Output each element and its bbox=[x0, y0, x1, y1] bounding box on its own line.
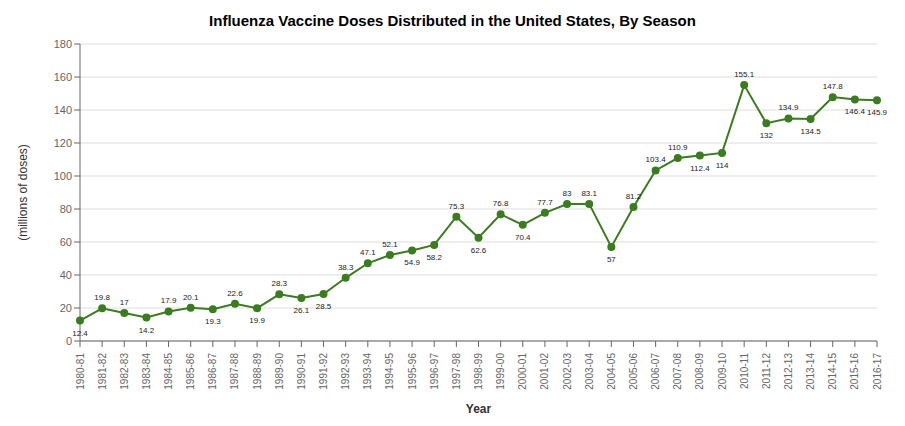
svg-text:100: 100 bbox=[54, 170, 72, 182]
svg-text:2012-13: 2012-13 bbox=[783, 353, 794, 390]
svg-text:2016-17: 2016-17 bbox=[872, 353, 883, 390]
svg-text:1988-89: 1988-89 bbox=[252, 353, 263, 390]
svg-text:52.1: 52.1 bbox=[382, 240, 398, 249]
svg-text:20.1: 20.1 bbox=[183, 293, 199, 302]
svg-text:1993-94: 1993-94 bbox=[362, 353, 373, 390]
svg-text:1996-97: 1996-97 bbox=[429, 353, 440, 390]
svg-text:2000-01: 2000-01 bbox=[517, 353, 528, 390]
svg-text:1984-85: 1984-85 bbox=[163, 353, 174, 390]
svg-text:1980-81: 1980-81 bbox=[75, 353, 86, 390]
svg-text:1985-86: 1985-86 bbox=[185, 353, 196, 390]
svg-text:47.1: 47.1 bbox=[360, 248, 376, 257]
svg-text:12.4: 12.4 bbox=[72, 329, 88, 338]
svg-text:2007-08: 2007-08 bbox=[672, 353, 683, 390]
svg-text:140: 140 bbox=[54, 104, 72, 116]
svg-text:1990-91: 1990-91 bbox=[296, 353, 307, 390]
svg-text:57: 57 bbox=[607, 255, 616, 264]
svg-text:2004-05: 2004-05 bbox=[606, 353, 617, 390]
svg-text:1982-83: 1982-83 bbox=[119, 353, 130, 390]
svg-text:(millions of doses): (millions of doses) bbox=[16, 144, 30, 241]
svg-text:14.2: 14.2 bbox=[139, 326, 155, 335]
svg-text:2002-03: 2002-03 bbox=[562, 353, 573, 390]
svg-text:160: 160 bbox=[54, 71, 72, 83]
svg-text:2015-16: 2015-16 bbox=[849, 353, 860, 390]
svg-text:83.1: 83.1 bbox=[581, 189, 597, 198]
svg-text:28.5: 28.5 bbox=[316, 302, 332, 311]
svg-text:20: 20 bbox=[60, 302, 72, 314]
svg-text:0: 0 bbox=[66, 335, 72, 347]
svg-text:2006-07: 2006-07 bbox=[650, 353, 661, 390]
svg-text:83: 83 bbox=[563, 189, 572, 198]
svg-text:114: 114 bbox=[716, 161, 729, 170]
svg-text:1981-82: 1981-82 bbox=[97, 353, 108, 390]
svg-text:132: 132 bbox=[760, 131, 774, 140]
svg-text:76.8: 76.8 bbox=[493, 199, 509, 208]
svg-text:147.8: 147.8 bbox=[823, 82, 844, 91]
svg-text:Year: Year bbox=[466, 402, 492, 416]
svg-text:2013-14: 2013-14 bbox=[805, 353, 816, 390]
svg-text:22.6: 22.6 bbox=[227, 289, 243, 298]
svg-text:19.3: 19.3 bbox=[205, 317, 221, 326]
svg-text:134.9: 134.9 bbox=[778, 103, 799, 112]
svg-text:2008-09: 2008-09 bbox=[694, 353, 705, 390]
svg-text:2003-04: 2003-04 bbox=[584, 353, 595, 390]
svg-text:1987-88: 1987-88 bbox=[229, 353, 240, 390]
svg-text:145.9: 145.9 bbox=[867, 108, 888, 117]
svg-text:28.3: 28.3 bbox=[271, 279, 287, 288]
svg-text:1999-00: 1999-00 bbox=[495, 353, 506, 390]
svg-text:134.5: 134.5 bbox=[801, 127, 822, 136]
svg-text:38.3: 38.3 bbox=[338, 263, 354, 272]
svg-text:2005-06: 2005-06 bbox=[628, 353, 639, 390]
svg-text:1991-92: 1991-92 bbox=[318, 353, 329, 390]
svg-text:2014-15: 2014-15 bbox=[827, 353, 838, 390]
svg-text:155.1: 155.1 bbox=[734, 70, 755, 79]
svg-text:2011-12: 2011-12 bbox=[761, 353, 772, 389]
svg-text:2001-02: 2001-02 bbox=[539, 353, 550, 390]
svg-text:19.9: 19.9 bbox=[249, 316, 265, 325]
svg-text:146.4: 146.4 bbox=[845, 107, 866, 116]
svg-text:17: 17 bbox=[120, 298, 129, 307]
svg-text:1992-93: 1992-93 bbox=[340, 353, 351, 390]
svg-text:58.2: 58.2 bbox=[426, 253, 442, 262]
svg-text:103.4: 103.4 bbox=[646, 155, 667, 164]
svg-text:19.8: 19.8 bbox=[94, 293, 110, 302]
svg-text:2009-10: 2009-10 bbox=[717, 353, 728, 390]
svg-text:70.4: 70.4 bbox=[515, 233, 531, 242]
html-text:Influenza Vaccine Doses Distri: Influenza Vaccine Doses Distributed in t… bbox=[209, 12, 696, 29]
svg-text:26.1: 26.1 bbox=[294, 306, 310, 315]
svg-text:77.7: 77.7 bbox=[537, 198, 553, 207]
svg-text:62.6: 62.6 bbox=[471, 246, 487, 255]
svg-text:1995-96: 1995-96 bbox=[407, 353, 418, 390]
svg-text:2010-11: 2010-11 bbox=[739, 353, 750, 389]
svg-text:1994-95: 1994-95 bbox=[384, 353, 395, 390]
svg-text:75.3: 75.3 bbox=[449, 202, 465, 211]
svg-text:112.4: 112.4 bbox=[690, 164, 710, 173]
svg-text:81.2: 81.2 bbox=[626, 192, 642, 201]
svg-text:110.9: 110.9 bbox=[668, 143, 688, 152]
svg-text:1989-90: 1989-90 bbox=[274, 353, 285, 390]
svg-text:120: 120 bbox=[54, 137, 72, 149]
svg-text:80: 80 bbox=[60, 203, 72, 215]
svg-text:60: 60 bbox=[60, 236, 72, 248]
svg-text:17.9: 17.9 bbox=[161, 296, 177, 305]
svg-text:40: 40 bbox=[60, 269, 72, 281]
svg-text:180: 180 bbox=[54, 38, 72, 50]
svg-text:1983-84: 1983-84 bbox=[141, 353, 152, 390]
svg-text:54.9: 54.9 bbox=[404, 258, 420, 267]
svg-text:1997-98: 1997-98 bbox=[451, 353, 462, 390]
svg-text:1986-87: 1986-87 bbox=[207, 353, 218, 390]
svg-text:1998-99: 1998-99 bbox=[473, 353, 484, 390]
